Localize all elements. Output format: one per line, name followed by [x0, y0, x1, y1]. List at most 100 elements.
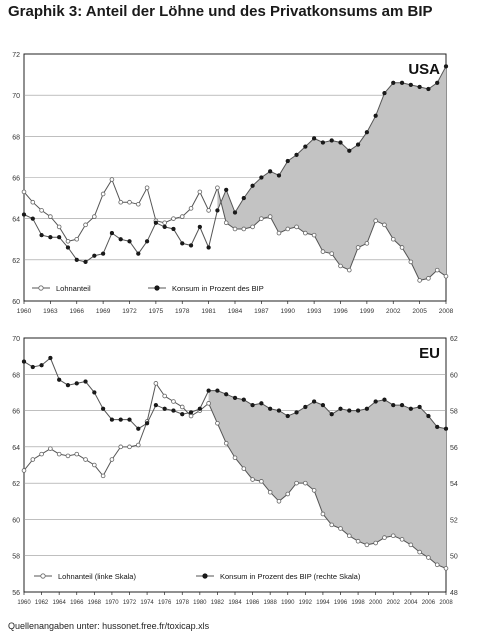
- x-tick-label: 1969: [96, 308, 111, 315]
- consumption-point: [118, 417, 123, 422]
- legend-marker: [40, 573, 46, 579]
- wage-point: [408, 542, 414, 548]
- x-tick-label: 1993: [307, 308, 322, 315]
- consumption-point: [127, 417, 132, 422]
- wage-point: [92, 462, 97, 468]
- wage-point: [311, 232, 317, 238]
- wage-point: [320, 511, 326, 517]
- wage-point: [399, 245, 405, 250]
- x-tick-label: 1966: [70, 600, 84, 606]
- y-tick-label: 64: [12, 445, 20, 452]
- wage-point: [206, 208, 211, 213]
- y-tick-label: 66: [12, 176, 20, 183]
- consumption-point: [259, 175, 264, 180]
- wage-point: [259, 479, 264, 484]
- consumption-point: [382, 397, 387, 402]
- consumption-point: [408, 82, 413, 88]
- wage-point: [276, 498, 282, 504]
- wage-point: [355, 538, 361, 544]
- wage-point: [171, 216, 176, 221]
- consumption-point: [355, 408, 361, 413]
- consumption-point: [30, 364, 35, 370]
- consumption-point: [118, 237, 123, 242]
- wage-point: [127, 444, 132, 450]
- x-tick-label: 2000: [369, 600, 383, 606]
- wage-point: [109, 177, 115, 182]
- x-tick-label: 1963: [43, 308, 58, 315]
- x-tick-label: 1978: [175, 308, 190, 315]
- wage-point: [39, 451, 44, 457]
- consumption-point: [268, 406, 273, 411]
- wage-point: [417, 549, 422, 555]
- consumption-point: [338, 406, 343, 411]
- consumption-point: [250, 183, 255, 188]
- wage-point: [303, 480, 308, 486]
- wage-point: [434, 267, 440, 273]
- legend-entry: Konsum in Prozent des BIP: [172, 284, 264, 293]
- wage-point: [30, 457, 36, 462]
- source-note: Quellenangaben unter: hussonet.free.fr/t…: [8, 621, 210, 631]
- x-tick-label: 2008: [439, 600, 453, 606]
- wage-point: [30, 199, 36, 205]
- consumption-point: [65, 383, 71, 388]
- consumption-point: [92, 390, 97, 395]
- consumption-point: [197, 406, 202, 411]
- y-tick-label: 70: [12, 93, 20, 100]
- x-tick-label: 2008: [439, 308, 454, 315]
- x-tick-label: 1982: [211, 600, 225, 606]
- wage-point: [215, 185, 220, 191]
- wage-point: [74, 451, 80, 457]
- consumption-point: [153, 402, 159, 408]
- wage-point: [434, 562, 440, 568]
- wage-point: [135, 442, 141, 448]
- consumption-point: [83, 259, 88, 265]
- wage-point: [127, 199, 132, 205]
- consumption-point: [303, 404, 308, 410]
- y-right-tick-label: 62: [450, 336, 458, 343]
- consumption-point: [320, 402, 326, 408]
- wage-point: [329, 251, 335, 256]
- wage-point: [443, 274, 449, 279]
- wage-point: [188, 413, 194, 419]
- x-tick-label: 2005: [412, 308, 427, 315]
- x-tick-label: 1975: [149, 308, 164, 315]
- wage-point: [223, 220, 229, 226]
- consumption-point: [162, 224, 167, 230]
- consumption-point: [206, 388, 211, 393]
- consumption-point: [215, 208, 220, 213]
- y-tick-label: 56: [12, 590, 20, 597]
- consumption-point: [294, 410, 299, 415]
- x-tick-label: 1992: [299, 600, 313, 606]
- legend-entry: Konsum in Prozent des BIP (rechte Skala): [220, 572, 361, 581]
- wage-point: [250, 477, 255, 482]
- wage-point: [118, 199, 124, 205]
- wage-point: [118, 444, 124, 450]
- wage-point: [171, 399, 176, 404]
- consumption-point: [127, 239, 132, 244]
- wage-point: [197, 189, 203, 195]
- consumption-point: [188, 410, 194, 415]
- consumption-point: [241, 195, 246, 201]
- wage-point: [382, 535, 387, 540]
- y-tick-label: 60: [12, 517, 20, 524]
- x-tick-label: 1990: [281, 600, 295, 606]
- wage-point: [259, 216, 264, 221]
- consumption-point: [399, 80, 405, 85]
- consumption-point: [144, 239, 150, 244]
- legend-marker: [154, 285, 160, 291]
- consumption-point: [391, 402, 396, 408]
- consumption-point: [197, 224, 202, 230]
- y-tick-label: 70: [12, 336, 20, 343]
- legend-entry: Lohnanteil (linke Skala): [58, 572, 136, 581]
- wage-point: [56, 224, 62, 230]
- consumption-point: [364, 130, 370, 135]
- wage-point: [426, 276, 431, 281]
- wage-point: [188, 206, 194, 211]
- wage-point: [135, 201, 141, 207]
- x-tick-label: 1994: [316, 600, 330, 606]
- consumption-point: [92, 253, 97, 258]
- wage-point: [153, 381, 159, 386]
- x-tick-label: 1960: [17, 308, 32, 315]
- x-tick-label: 1964: [52, 600, 66, 606]
- wage-point: [162, 393, 167, 399]
